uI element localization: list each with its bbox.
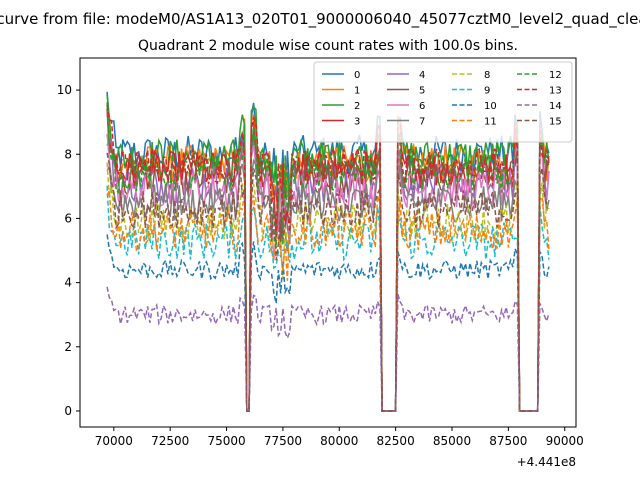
x-tick-label: 72500	[151, 434, 189, 448]
x-tick-label: 75000	[207, 434, 245, 448]
legend-label: 4	[419, 70, 425, 81]
series-line-11	[106, 190, 550, 412]
x-tick-label: 87500	[489, 434, 527, 448]
chart-title: Quadrant 2 module wise count rates with …	[138, 38, 518, 54]
y-tick-label: 6	[64, 211, 72, 225]
y-tick-label: 0	[64, 404, 72, 418]
legend-label: 10	[484, 101, 497, 112]
y-tick-label: 8	[64, 147, 72, 161]
series-line-10	[106, 234, 550, 412]
legend-label: 0	[354, 70, 360, 81]
x-offset-label: +4.441e8	[517, 455, 576, 469]
legend-label: 11	[484, 117, 497, 128]
legend-label: 2	[354, 101, 360, 112]
y-tick-label: 2	[64, 340, 72, 354]
legend-label: 15	[549, 117, 562, 128]
x-tick-label: 85000	[433, 434, 471, 448]
series-line-9	[106, 185, 550, 412]
legend-label: 14	[549, 101, 562, 112]
x-tick-label: 82500	[377, 434, 415, 448]
legend-label: 7	[419, 117, 425, 128]
series-line-14	[106, 286, 550, 412]
x-tick-label: 90000	[546, 434, 584, 448]
legend-label: 6	[419, 101, 425, 112]
axis-layer: 70000 72500 75000 77500 80000 82500 85000 87500…	[57, 83, 584, 448]
legend-label: 8	[484, 70, 490, 81]
series-line-13	[106, 104, 550, 412]
x-tick-label: 80000	[320, 434, 358, 448]
series-line-1	[106, 101, 550, 412]
legend-label: 1	[354, 86, 360, 97]
legend-box	[313, 61, 573, 143]
legend-label: 13	[549, 86, 562, 97]
legend-label: 5	[419, 86, 425, 97]
series-layer	[106, 91, 550, 412]
x-tick-label: 77500	[264, 434, 302, 448]
plot-frame	[79, 57, 577, 428]
y-tick-label: 10	[57, 83, 72, 97]
legend-label: 3	[354, 117, 360, 128]
y-tick-label: 4	[64, 276, 72, 290]
legend-label: 12	[549, 70, 562, 81]
legend-label: 9	[484, 86, 490, 97]
series-line-15	[106, 152, 550, 412]
figure-suptitle: Light curve from file: modeM0/AS1A13_020…	[0, 10, 640, 29]
x-tick-label: 70000	[95, 434, 133, 448]
